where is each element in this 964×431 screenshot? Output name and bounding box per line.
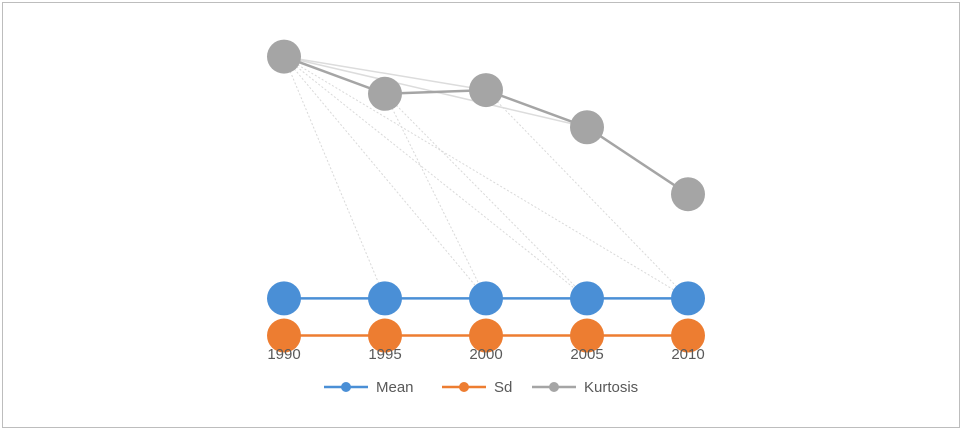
legend-marker <box>459 382 469 392</box>
legend-marker <box>549 382 559 392</box>
x-axis-ticks: 1990 1995 2000 2005 2010 <box>267 346 704 363</box>
legend: Mean Sd Kurtosis <box>324 379 638 396</box>
data-point-mean <box>570 281 604 316</box>
data-point-sd <box>267 318 301 353</box>
data-point-mean <box>267 281 301 316</box>
series-points <box>267 39 705 353</box>
x-tick-label: 1990 <box>267 346 300 363</box>
data-point-kurtosis <box>368 76 402 111</box>
data-point-kurtosis <box>267 39 301 74</box>
leader-line <box>283 56 588 299</box>
legend-label: Mean <box>376 379 414 396</box>
x-tick-label: 2000 <box>469 346 502 363</box>
data-point-sd <box>469 318 503 353</box>
data-point-mean <box>469 281 503 316</box>
data-point-mean <box>671 281 705 316</box>
legend-marker <box>341 382 351 392</box>
data-point-sd <box>570 318 604 353</box>
data-point-sd <box>671 318 705 353</box>
x-tick-label: 2005 <box>570 346 603 363</box>
data-point-mean <box>368 281 402 316</box>
data-point-sd <box>368 318 402 353</box>
leader-line <box>283 56 689 299</box>
leader-line <box>283 55 487 91</box>
legend-label: Sd <box>494 379 512 396</box>
data-point-kurtosis <box>570 110 604 145</box>
data-point-kurtosis <box>469 73 503 108</box>
data-point-kurtosis <box>671 177 705 212</box>
x-tick-label: 1995 <box>368 346 401 363</box>
leader-line <box>283 56 487 299</box>
legend-label: Kurtosis <box>584 379 638 396</box>
leader-line <box>384 93 588 299</box>
x-tick-label: 2010 <box>671 346 704 363</box>
leader-line <box>485 89 689 299</box>
